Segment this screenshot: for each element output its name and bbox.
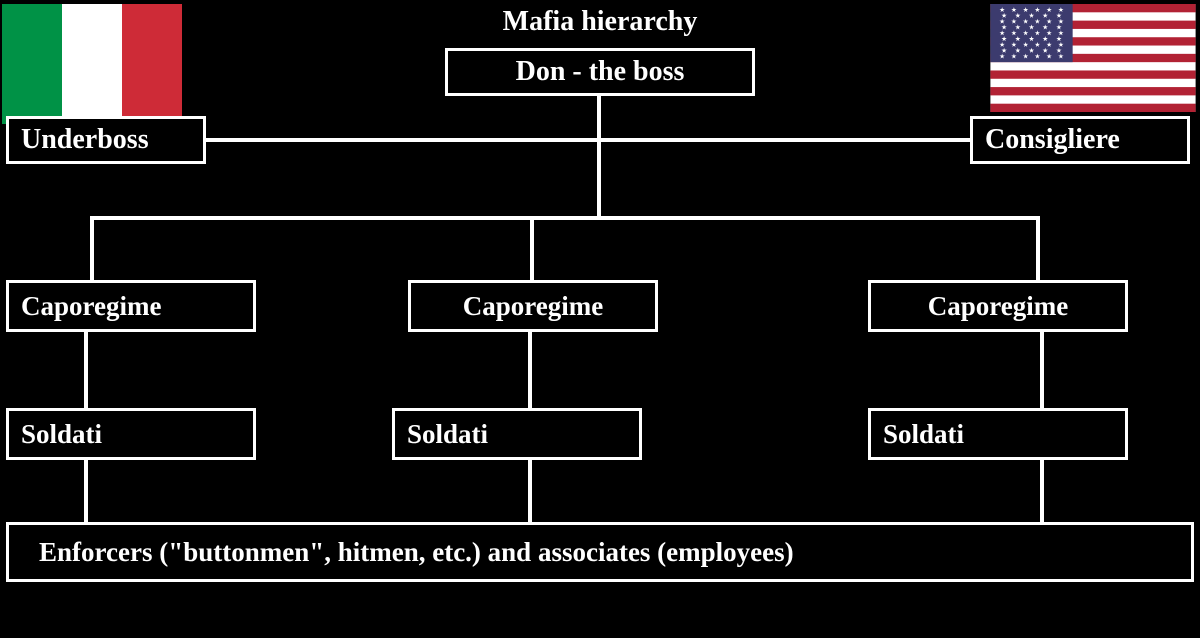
diagram-title: Mafia hierarchy bbox=[440, 6, 760, 38]
node-label: Caporegime bbox=[463, 291, 603, 322]
node-caporegime-2: Caporegime bbox=[408, 280, 658, 332]
node-label: Enforcers ("buttonmen", hitmen, etc.) an… bbox=[39, 537, 794, 568]
node-label: Caporegime bbox=[21, 291, 161, 322]
node-don: Don - the boss bbox=[445, 48, 755, 96]
node-soldati-1: Soldati bbox=[6, 408, 256, 460]
italy-flag-icon bbox=[2, 4, 182, 124]
node-underboss: Underboss bbox=[6, 116, 206, 164]
node-label: Don - the boss bbox=[516, 56, 685, 88]
node-label: Caporegime bbox=[928, 291, 1068, 322]
node-soldati-2: Soldati bbox=[392, 408, 642, 460]
node-label: Soldati bbox=[883, 419, 964, 450]
node-label: Consigliere bbox=[985, 124, 1120, 156]
node-caporegime-3: Caporegime bbox=[868, 280, 1128, 332]
node-consigliere: Consigliere bbox=[970, 116, 1190, 164]
node-label: Soldati bbox=[407, 419, 488, 450]
node-label: Soldati bbox=[21, 419, 102, 450]
node-caporegime-1: Caporegime bbox=[6, 280, 256, 332]
node-label: Underboss bbox=[21, 124, 149, 156]
node-soldati-3: Soldati bbox=[868, 408, 1128, 460]
node-enforcers: Enforcers ("buttonmen", hitmen, etc.) an… bbox=[6, 522, 1194, 582]
usa-flag-icon bbox=[990, 4, 1196, 112]
